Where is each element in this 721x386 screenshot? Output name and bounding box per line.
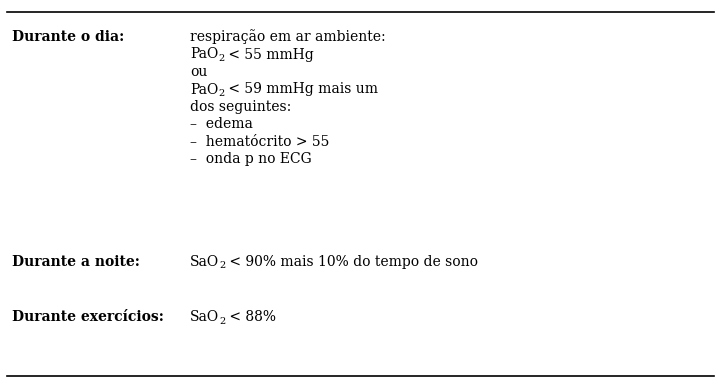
Text: 2: 2 [218, 54, 224, 63]
Text: –  hematócrito > 55: – hematócrito > 55 [190, 135, 329, 149]
Text: < 55 mmHg: < 55 mmHg [224, 47, 314, 61]
Text: 2: 2 [218, 89, 224, 98]
Text: Durante exercícios:: Durante exercícios: [12, 310, 164, 324]
Text: ou: ou [190, 65, 208, 79]
Text: < 59 mmHg mais um: < 59 mmHg mais um [224, 83, 379, 96]
Text: dos seguintes:: dos seguintes: [190, 100, 291, 114]
Text: Durante a noite:: Durante a noite: [12, 255, 140, 269]
Text: Durante o dia:: Durante o dia: [12, 30, 124, 44]
Text: respiração em ar ambiente:: respiração em ar ambiente: [190, 29, 386, 44]
Text: PaO: PaO [190, 83, 218, 96]
Text: –  onda p no ECG: – onda p no ECG [190, 152, 311, 166]
Text: SaO: SaO [190, 310, 219, 324]
Text: < 88%: < 88% [226, 310, 276, 324]
Text: SaO: SaO [190, 255, 219, 269]
Text: < 90% mais 10% do tempo de sono: < 90% mais 10% do tempo de sono [226, 255, 478, 269]
Text: –  edema: – edema [190, 117, 253, 132]
Text: 2: 2 [219, 317, 226, 325]
Text: 2: 2 [219, 261, 226, 271]
Text: PaO: PaO [190, 47, 218, 61]
